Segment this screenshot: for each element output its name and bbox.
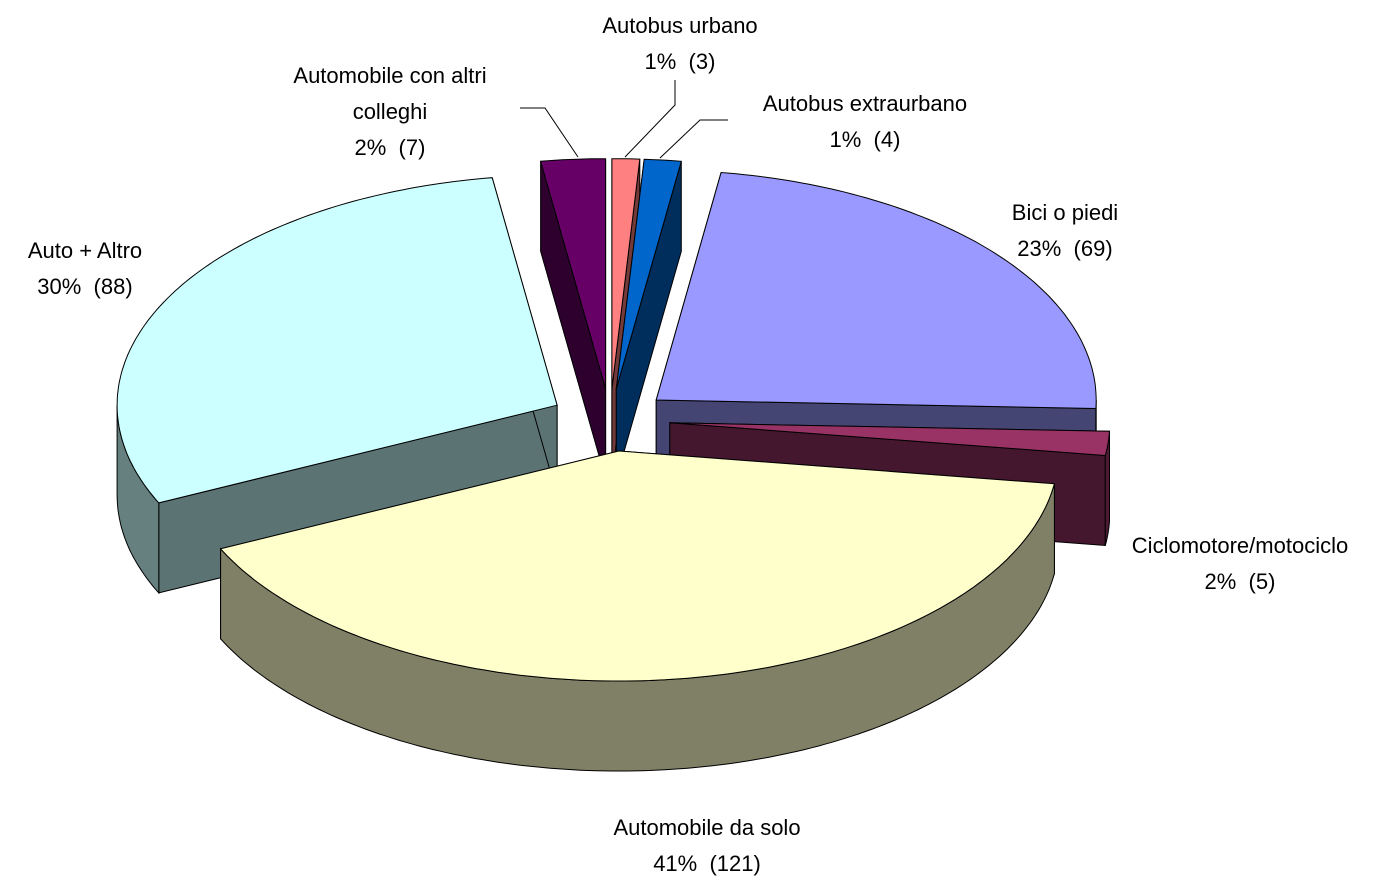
value-label: 1% (3) <box>602 44 757 80</box>
value-label: 30% (88) <box>28 269 142 305</box>
value-label: 2% (7) <box>255 130 525 166</box>
category-name: Automobile con altri colleghi <box>255 58 525 130</box>
category-name: Bici o piedi <box>1012 195 1118 231</box>
leader-line <box>520 108 578 157</box>
category-name: Auto + Altro <box>28 233 142 269</box>
category-name: Ciclomotore/motociclo <box>1132 528 1348 564</box>
value-label: 2% (5) <box>1132 564 1348 600</box>
leader-line <box>625 80 675 157</box>
value-label: 1% (4) <box>763 122 967 158</box>
category-name: Autobus urbano <box>602 8 757 44</box>
leader-line <box>660 120 728 158</box>
category-name: Automobile da solo <box>613 810 800 846</box>
category-name: Autobus extraurbano <box>763 86 967 122</box>
value-label: 23% (69) <box>1012 231 1118 267</box>
